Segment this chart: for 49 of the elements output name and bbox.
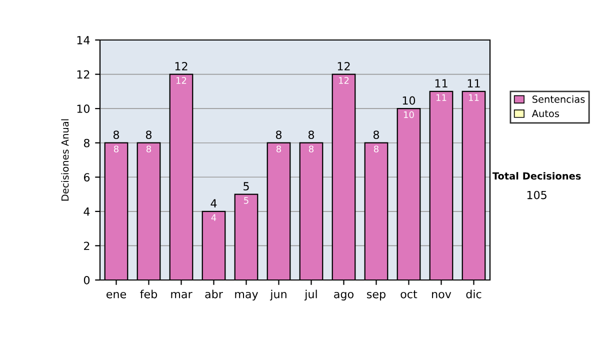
total-label: 8 xyxy=(276,130,282,139)
y-axis-title: Decisiones Anual xyxy=(61,119,69,201)
x-tick-label: feb xyxy=(140,290,158,298)
data-label: 8 xyxy=(276,146,282,152)
data-label: 4 xyxy=(211,214,216,221)
total-label: 12 xyxy=(338,62,350,70)
total-label: 8 xyxy=(113,130,120,139)
y-tick-label: 0 xyxy=(84,276,90,284)
total-label: 12 xyxy=(175,62,188,70)
total-label: 5 xyxy=(244,182,249,190)
x-tick-label: jun xyxy=(270,290,286,300)
total-label: 11 xyxy=(468,79,480,88)
y-tick-label: 10 xyxy=(77,104,90,113)
text: 105 xyxy=(527,190,546,200)
total-label: 10 xyxy=(402,96,416,105)
data-label: 8 xyxy=(308,146,314,152)
total-label: 11 xyxy=(435,79,448,88)
x-tick-label: oct xyxy=(400,290,418,298)
total-label: 8 xyxy=(373,130,380,139)
y-tick-label: 8 xyxy=(84,138,90,148)
data-label: 11 xyxy=(469,94,479,101)
x-tick-label: may xyxy=(235,292,258,300)
total-label: 8 xyxy=(146,130,152,139)
data-label: 12 xyxy=(176,77,186,84)
data-label: 5 xyxy=(244,197,248,204)
text: Total Decisiones xyxy=(492,172,581,180)
y-tick-label: 4 xyxy=(84,208,90,216)
x-tick-label: jul xyxy=(304,290,317,300)
legend-label: Sentencias xyxy=(532,95,585,103)
data-label: 12 xyxy=(339,77,349,84)
data-label: 8 xyxy=(114,146,119,152)
data-label: 8 xyxy=(374,146,379,152)
x-tick-label: mar xyxy=(171,292,192,298)
y-tick-label: 12 xyxy=(77,70,90,79)
x-tick-label: abr xyxy=(205,290,223,298)
x-tick-label: nov xyxy=(432,292,452,298)
data-label: 10 xyxy=(404,111,414,118)
y-tick-label: 14 xyxy=(77,36,90,44)
y-tick-label: 6 xyxy=(84,173,90,182)
total-label: 8 xyxy=(308,130,314,139)
total-label: 4 xyxy=(210,199,217,208)
x-tick-label: ene xyxy=(106,292,126,298)
x-tick-label: sep xyxy=(367,292,386,300)
x-tick-label: dic xyxy=(466,290,482,298)
legend-label: Autos xyxy=(532,110,560,118)
data-label: 8 xyxy=(146,146,152,152)
x-tick-label: ago xyxy=(334,292,354,300)
y-tick-label: 2 xyxy=(84,242,90,250)
data-label: 11 xyxy=(436,94,446,101)
